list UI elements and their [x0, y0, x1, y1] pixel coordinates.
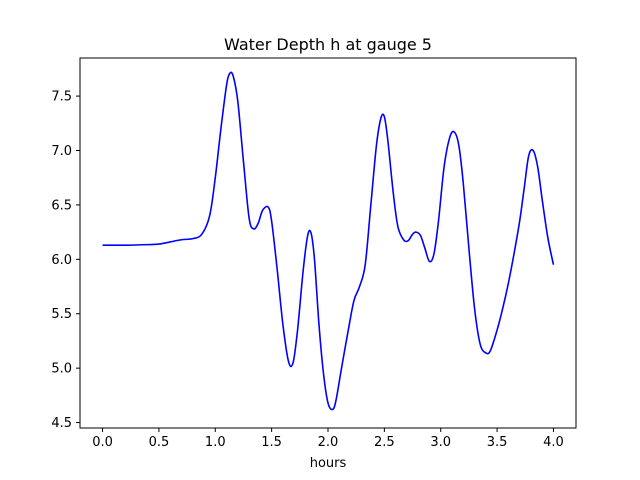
x-tick-label: 0.0 — [92, 435, 113, 450]
plot-area — [102, 71, 555, 411]
x-axis-label: hours — [310, 456, 347, 471]
y-tick-label: 5.0 — [51, 362, 72, 377]
x-tick-label: 2.5 — [374, 435, 395, 450]
x-axis: 0.0 0.5 1.0 1.5 2.0 2.5 3.0 3.5 4.0 — [92, 428, 564, 450]
chart-title: Water Depth h at gauge 5 — [224, 35, 432, 54]
y-tick-label: 6.5 — [51, 198, 72, 213]
y-tick-label: 7.0 — [51, 144, 72, 159]
y-tick-label: 4.5 — [51, 416, 72, 431]
x-tick-label: 1.0 — [205, 435, 226, 450]
series-line — [102, 71, 555, 411]
x-tick-label: 3.5 — [487, 435, 508, 450]
x-tick-label: 4.0 — [543, 435, 564, 450]
x-tick-label: 2.0 — [318, 435, 339, 450]
x-tick-label: 0.5 — [149, 435, 170, 450]
y-tick-label: 6.0 — [51, 253, 72, 268]
y-tick-label: 7.5 — [51, 90, 72, 105]
x-tick-label: 3.0 — [430, 435, 451, 450]
y-axis: 4.5 5.0 5.5 6.0 6.5 7.0 7.5 — [51, 90, 80, 431]
x-tick-label: 1.5 — [261, 435, 282, 450]
y-tick-label: 5.5 — [51, 307, 72, 322]
